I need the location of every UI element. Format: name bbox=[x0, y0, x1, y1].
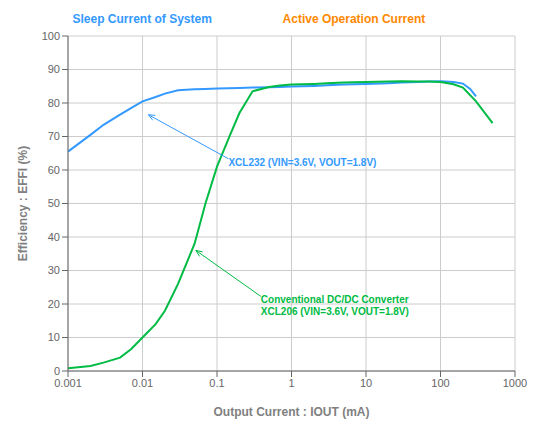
svg-text:30: 30 bbox=[48, 264, 60, 276]
svg-text:1000: 1000 bbox=[503, 377, 527, 389]
svg-text:20: 20 bbox=[48, 298, 60, 310]
svg-text:Conventional DC/DC ConverterXC: Conventional DC/DC ConverterXCL206 (VIN=… bbox=[261, 295, 409, 318]
svg-text:1: 1 bbox=[288, 377, 294, 389]
svg-text:0.1: 0.1 bbox=[209, 377, 224, 389]
svg-text:Efficiency : EFFI (%): Efficiency : EFFI (%) bbox=[16, 146, 30, 261]
svg-text:0: 0 bbox=[54, 365, 60, 377]
svg-text:60: 60 bbox=[48, 164, 60, 176]
html-text:Sleep Current of System: Sleep Current of System bbox=[72, 12, 212, 26]
svg-text:10: 10 bbox=[360, 377, 372, 389]
svg-text:XCL232 (VIN=3.6V, VOUT=1.8V): XCL232 (VIN=3.6V, VOUT=1.8V) bbox=[228, 157, 376, 168]
svg-text:100: 100 bbox=[431, 377, 449, 389]
svg-text:40: 40 bbox=[48, 231, 60, 243]
svg-text:Output Current : IOUT (mA): Output Current : IOUT (mA) bbox=[214, 405, 370, 419]
svg-text:0.001: 0.001 bbox=[54, 377, 82, 389]
svg-text:90: 90 bbox=[48, 63, 60, 75]
svg-text:80: 80 bbox=[48, 97, 60, 109]
html-text:Active Operation Current: Active Operation Current bbox=[282, 12, 426, 26]
svg-text:70: 70 bbox=[48, 130, 60, 142]
svg-text:50: 50 bbox=[48, 197, 60, 209]
svg-text:10: 10 bbox=[48, 331, 60, 343]
svg-text:0.01: 0.01 bbox=[132, 377, 153, 389]
svg-text:100: 100 bbox=[42, 30, 60, 42]
